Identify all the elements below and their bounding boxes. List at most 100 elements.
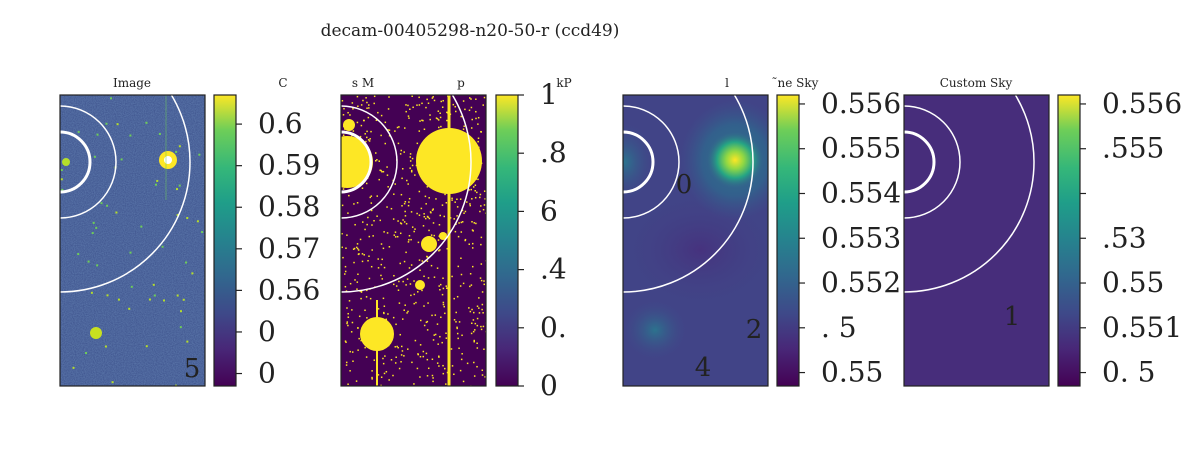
mask-speck bbox=[456, 198, 458, 201]
mask-speck bbox=[375, 119, 378, 122]
mask-speck bbox=[412, 106, 414, 109]
mask-speck bbox=[463, 212, 465, 214]
mask-speck bbox=[368, 235, 371, 238]
mask-speck bbox=[386, 206, 388, 208]
mask-speck bbox=[364, 309, 366, 312]
mask-speck bbox=[408, 201, 410, 203]
mask-speck bbox=[462, 100, 465, 102]
mask-speck bbox=[357, 327, 359, 329]
mask-speck bbox=[380, 134, 382, 137]
image-speck bbox=[111, 381, 114, 384]
mask-speck bbox=[393, 193, 395, 195]
mask-speck bbox=[443, 215, 446, 218]
mask-speck bbox=[435, 198, 437, 200]
mask-speck bbox=[362, 221, 364, 223]
mask-speck bbox=[394, 183, 396, 185]
mask-speck bbox=[411, 157, 414, 160]
mask-speck bbox=[451, 365, 454, 367]
mask-speck bbox=[442, 301, 445, 304]
mask-speck bbox=[357, 105, 359, 108]
mask-speck bbox=[400, 193, 403, 196]
mask-speck bbox=[365, 296, 368, 298]
mask-speck bbox=[407, 204, 410, 207]
mask-speck bbox=[473, 375, 476, 377]
mask-speck bbox=[408, 234, 411, 237]
mask-speck bbox=[439, 249, 441, 251]
mask-speck bbox=[453, 218, 455, 220]
mask-speck bbox=[416, 104, 418, 106]
mask-speck bbox=[352, 108, 354, 110]
image-speck bbox=[104, 345, 107, 348]
mask-speck bbox=[403, 151, 405, 153]
mask-speck bbox=[479, 277, 482, 279]
mask-speck bbox=[475, 117, 477, 120]
panel-pipeline-sky: l ˜ne Sky 0 2 4 0.5560.5550.5540.5530.55… bbox=[622, 76, 901, 389]
mask-speck bbox=[387, 186, 389, 188]
mask-speck bbox=[443, 305, 445, 308]
figure-title: decam-00405298-n20-50-r (ccd49) bbox=[321, 21, 620, 41]
mask-speck bbox=[359, 238, 362, 241]
colorbar-tick-label: 0.556 bbox=[1102, 87, 1182, 120]
mask-speck bbox=[433, 334, 436, 336]
mask-speck bbox=[361, 260, 364, 263]
colorbar-tick-label: 6 bbox=[540, 194, 558, 227]
mask-speck bbox=[395, 356, 397, 359]
mask-speck bbox=[454, 105, 457, 108]
mask-speck bbox=[480, 279, 483, 282]
image-speck bbox=[176, 188, 179, 191]
panel-custom-title: Custom Sky bbox=[940, 76, 1013, 90]
mask-speck bbox=[349, 370, 351, 372]
mask-speck bbox=[410, 169, 413, 172]
mask-speck bbox=[445, 337, 448, 339]
mask-speck bbox=[406, 278, 409, 280]
mask-speck bbox=[413, 230, 415, 233]
mask-speck bbox=[362, 99, 364, 102]
mask-speck bbox=[382, 357, 384, 360]
mask-speck bbox=[483, 204, 486, 206]
colorbar-tick-label: 0 bbox=[258, 357, 276, 390]
mask-speck bbox=[425, 352, 428, 355]
mask-speck bbox=[380, 384, 382, 386]
panel-mask-frame bbox=[340, 94, 487, 387]
mask-speck bbox=[386, 166, 388, 168]
mask-speck bbox=[477, 116, 480, 119]
mask-speck bbox=[421, 289, 423, 292]
colorbar-image-label: C bbox=[278, 76, 287, 90]
panel-mask-title-right: p bbox=[457, 76, 465, 90]
mask-speck bbox=[471, 229, 474, 231]
mask-speck bbox=[441, 106, 444, 108]
mask-speck bbox=[484, 376, 486, 378]
mask-speck bbox=[366, 223, 368, 226]
image-speck bbox=[179, 326, 182, 329]
mask-speck bbox=[383, 305, 386, 307]
mask-speck bbox=[481, 369, 484, 371]
mask-speck bbox=[348, 300, 351, 302]
image-speck bbox=[129, 134, 132, 137]
mask-speck bbox=[381, 258, 383, 261]
mask-speck bbox=[418, 130, 421, 132]
mask-speck bbox=[462, 128, 465, 130]
mask-speck bbox=[428, 197, 430, 199]
mask-speck bbox=[371, 370, 373, 372]
mask-speck bbox=[419, 120, 421, 122]
mask-speck bbox=[390, 359, 393, 361]
inner-ring bbox=[623, 130, 655, 194]
image-speck bbox=[77, 253, 80, 256]
mask-speck bbox=[409, 153, 412, 155]
mask-speck bbox=[399, 232, 402, 235]
mask-speck bbox=[425, 203, 427, 205]
image-speck bbox=[176, 294, 179, 297]
image-speck bbox=[90, 291, 93, 294]
mask-speck bbox=[475, 110, 477, 113]
mask-speck bbox=[476, 324, 479, 327]
mask-speck bbox=[441, 293, 444, 296]
mask-speck bbox=[357, 349, 359, 351]
mask-speck bbox=[373, 102, 375, 105]
mask-blob-a bbox=[421, 236, 437, 252]
colorbar-tick-label: .4 bbox=[540, 253, 567, 286]
mask-speck bbox=[455, 311, 457, 314]
mask-speck bbox=[471, 242, 474, 245]
mask-speck bbox=[476, 342, 478, 345]
mask-speck bbox=[472, 186, 475, 188]
mask-speck bbox=[358, 337, 360, 340]
